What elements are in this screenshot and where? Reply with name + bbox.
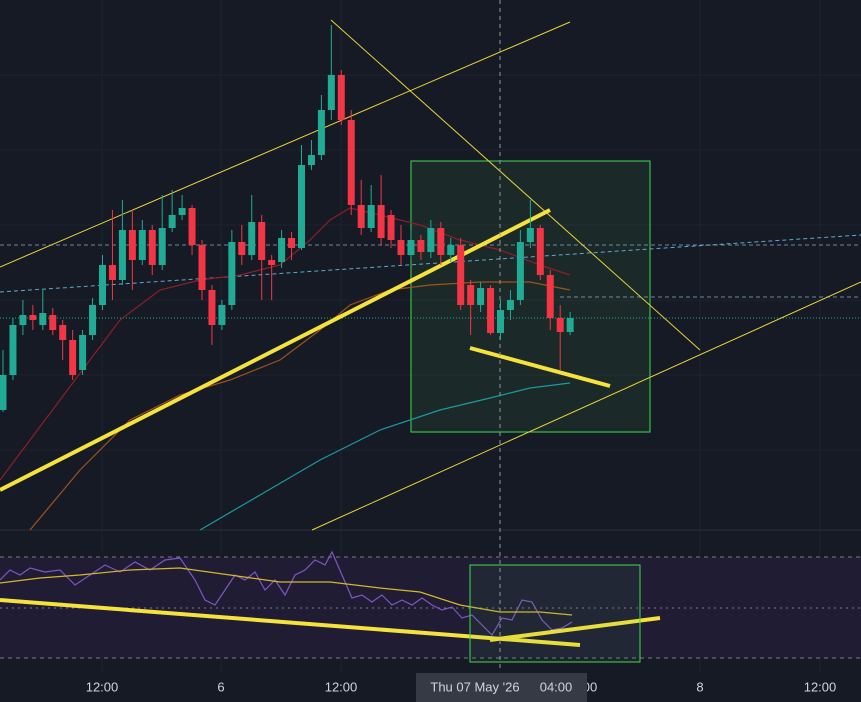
candle-body	[69, 340, 77, 375]
candle-body	[407, 240, 415, 255]
candle-body	[397, 240, 405, 255]
candle-body	[546, 275, 554, 318]
candles	[0, 25, 574, 412]
candle-body	[158, 228, 166, 265]
candle-body	[387, 215, 395, 240]
candle-body	[9, 325, 17, 375]
candle-body	[228, 242, 236, 305]
candle-body	[516, 242, 524, 300]
candle-body	[467, 285, 475, 305]
candle-body	[377, 205, 385, 238]
candle-body	[128, 230, 136, 260]
channel-line	[0, 21, 571, 268]
candle-body	[447, 245, 455, 255]
highlight-box	[469, 564, 641, 663]
x-tick-label: 8	[696, 679, 703, 694]
candle-body	[298, 165, 305, 248]
candle-body	[178, 208, 186, 215]
channel-line	[311, 281, 861, 531]
candle-body	[248, 222, 256, 255]
crosshair-date: Thu 07 May '26	[430, 679, 519, 694]
dashed-line	[0, 234, 861, 293]
trendline	[0, 598, 581, 647]
candle-body	[49, 315, 57, 330]
candle-body	[198, 245, 206, 290]
candle-body	[208, 290, 216, 325]
candle-body	[307, 155, 315, 165]
candle-body	[317, 110, 325, 155]
candle-body	[566, 318, 574, 332]
rsi-band	[0, 557, 861, 658]
candle-body	[536, 228, 544, 275]
candle-body	[29, 315, 37, 320]
candle-body	[357, 205, 365, 228]
candle-body	[258, 222, 266, 260]
rsi-ma	[0, 567, 573, 616]
candle-body	[487, 288, 495, 333]
candle-body	[238, 242, 246, 255]
candle-body	[457, 245, 465, 305]
trendline	[330, 19, 701, 351]
rsi-line	[0, 550, 573, 636]
candle-body	[138, 230, 146, 260]
x-tick-label: 12:00	[804, 679, 837, 694]
candle-body	[59, 325, 67, 340]
candle-body	[218, 305, 226, 325]
candle-body	[327, 75, 335, 110]
candle-body	[288, 238, 296, 248]
candle-body	[477, 288, 485, 305]
x-tick-label: 12:00	[86, 679, 119, 694]
crosshair-time: 04:00	[540, 679, 573, 694]
candle-body	[556, 318, 564, 332]
candle-body	[367, 205, 375, 228]
crosshair-label	[416, 673, 587, 702]
candle-body	[268, 260, 276, 265]
candle-body	[148, 230, 156, 265]
candle-body	[188, 208, 196, 245]
candle-body	[19, 315, 27, 325]
candle-body	[526, 228, 534, 242]
candle-body	[89, 305, 97, 335]
candle-body	[79, 335, 87, 370]
candle-body	[497, 310, 504, 333]
candle-body	[347, 120, 355, 205]
x-tick-label: 6	[217, 679, 224, 694]
candle-body	[118, 230, 126, 280]
candle-body	[168, 215, 176, 228]
candle-body	[278, 238, 286, 262]
x-tick-label: 12:00	[325, 679, 358, 694]
candle-body	[337, 75, 345, 120]
candle-body	[99, 265, 106, 305]
candle-body	[506, 300, 514, 310]
moving-average	[29, 281, 571, 531]
candle-body	[427, 228, 435, 252]
candle-body	[108, 265, 116, 280]
moving-average	[199, 382, 571, 531]
trendline	[469, 346, 611, 388]
candle-body	[0, 375, 7, 410]
candle-body	[417, 240, 425, 252]
candle-body	[39, 313, 47, 325]
candle-body	[437, 228, 445, 255]
trendline	[489, 616, 661, 642]
